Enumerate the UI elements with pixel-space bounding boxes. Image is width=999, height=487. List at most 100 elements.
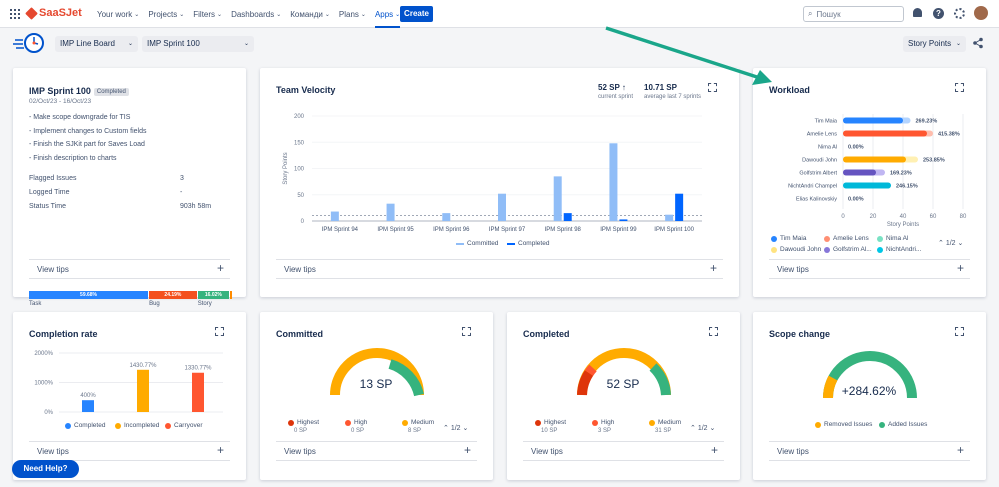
expand-icon[interactable] (955, 327, 964, 336)
saasjet-logo-mark-icon (25, 6, 38, 20)
legend-dot (288, 419, 294, 426)
nav-item-dashboards[interactable]: Dashboards ⌄ (231, 0, 281, 28)
chevron-up-icon[interactable]: ⌃ (690, 425, 696, 432)
expand-icon[interactable] (955, 83, 964, 92)
plus-icon[interactable]: + (216, 443, 224, 457)
legend-label: High (354, 419, 368, 426)
expand-icon[interactable] (708, 83, 717, 92)
plus-icon[interactable]: + (956, 443, 964, 457)
status-badge: Completed (93, 87, 129, 96)
create-button[interactable]: Create (400, 6, 433, 22)
sprint-goal: - Make scope downgrade for TIS (29, 114, 131, 121)
y-tick-label: 50 (297, 193, 304, 199)
plus-icon[interactable]: + (709, 261, 717, 275)
velocity-bar-committed (665, 214, 674, 221)
main-nav: Your work ⌄ Projects ⌄ Filters ⌄ Dashboards ⌄ Ко… (97, 0, 401, 28)
sprint-select[interactable]: IMP Sprint 100 ⌄ (142, 36, 254, 52)
chevron-down-icon: ⌄ (179, 11, 185, 18)
legend-swatch (456, 242, 464, 245)
metric-select-value: Story Points (908, 39, 952, 48)
app-switcher-icon[interactable] (10, 9, 20, 19)
legend-label: Medium (658, 419, 682, 426)
plus-icon[interactable]: + (710, 443, 718, 457)
card-title: Committed (276, 329, 323, 339)
sprint-goal: - Implement changes to Custom fields (29, 128, 147, 135)
legend-item: Completed (65, 422, 105, 429)
chevron-up-icon[interactable]: ⌃ (443, 425, 449, 432)
data-label: 253.85% (923, 158, 945, 164)
view-tips-bar[interactable]: View tips + (769, 259, 970, 279)
legend-committed: Committed (456, 240, 498, 247)
dashboard-toolbar: IMP Line Board ⌄ IMP Sprint 100 ⌄ Story Po… (0, 28, 999, 60)
plus-icon[interactable]: + (216, 261, 224, 275)
notifications-icon[interactable] (913, 8, 922, 17)
nav-item-your-work[interactable]: Your work ⌄ (97, 0, 139, 28)
legend-dot (815, 421, 821, 428)
data-label: 269.23% (916, 119, 938, 125)
view-tips-bar[interactable]: View tips + (29, 441, 230, 461)
legend-dot (649, 419, 655, 426)
nav-item-projects[interactable]: Projects ⌄ (148, 0, 184, 28)
legend-pager[interactable]: ⌃ 1/2 ⌄ (690, 424, 715, 432)
saasjet-logo[interactable]: SaaSJet (25, 6, 82, 20)
legend-item: High (345, 419, 367, 426)
y-tick-label: 200 (294, 114, 305, 120)
expand-icon[interactable] (709, 327, 718, 336)
nav-item-filters[interactable]: Filters ⌄ (193, 0, 222, 28)
chevron-down-icon[interactable]: ⌄ (709, 425, 716, 432)
legend-label: Completed (518, 240, 550, 247)
share-icon[interactable] (972, 37, 986, 51)
workload-bar (843, 117, 903, 124)
y-tick-label: 100 (294, 167, 305, 173)
chevron-down-icon[interactable]: ⌄ (462, 425, 469, 432)
nav-item-plans[interactable]: Plans ⌄ (339, 0, 366, 28)
expand-icon[interactable] (462, 327, 471, 336)
x-tick-label: 60 (930, 214, 937, 220)
legend-dot (877, 235, 883, 242)
plus-icon[interactable]: + (956, 261, 964, 275)
legend-item: Medium (649, 419, 681, 426)
logo-text: SaaSJet (39, 7, 82, 19)
avatar[interactable] (974, 6, 988, 20)
metric-select[interactable]: Story Points ⌄ (903, 36, 966, 52)
nav-item-label: Plans (338, 9, 359, 19)
nav-item-команди[interactable]: Команди ⌄ (290, 0, 330, 28)
legend-completed: Completed (507, 240, 549, 247)
view-tips-bar[interactable]: View tips + (276, 259, 723, 279)
y-tick-label: 0 (301, 219, 305, 225)
velocity-chart: 200 150 100 50 0 Story Points IPM Sprint 94 IPM… (283, 114, 702, 233)
expand-icon[interactable] (215, 327, 224, 336)
view-tips-bar[interactable]: View tips + (29, 259, 230, 279)
help-icon[interactable]: ? (933, 8, 944, 19)
legend-pager[interactable]: ⌃ 1/2 ⌄ (443, 424, 468, 432)
nav-item-label: Projects (148, 9, 178, 19)
legend-pager[interactable]: ⌃ 1/2 ⌄ (938, 239, 963, 247)
view-tips-bar[interactable]: View tips + (276, 441, 477, 461)
y-tick-label: 2000% (34, 351, 53, 357)
legend-label: Highest (297, 419, 320, 426)
legend-sub-value: 0 SP (294, 428, 308, 434)
breakdown-label: Story (197, 301, 212, 307)
nav-item-apps[interactable]: Apps ⌄ (374, 0, 401, 28)
gauge-arc-highest (577, 370, 594, 396)
view-tips-label: View tips (284, 265, 316, 274)
card-title: Workload (769, 85, 810, 95)
stat-row-status-time: Status Time 903h 58m (29, 203, 211, 210)
chevron-up-icon[interactable]: ⌃ (938, 240, 944, 247)
legend-sub-value: 8 SP (408, 428, 422, 434)
chevron-down-icon[interactable]: ⌄ (957, 240, 964, 247)
gauge-arc-removed (822, 375, 838, 399)
card-title: Completed (523, 329, 570, 339)
completion-bar (137, 369, 149, 412)
need-help-button[interactable]: Need Help? (12, 460, 79, 478)
completion-bar (192, 372, 204, 412)
legend-item: Nima Al (877, 235, 908, 242)
search-input[interactable]: ⌕ Пошук (803, 6, 904, 22)
settings-icon[interactable] (954, 8, 965, 19)
view-tips-bar[interactable]: View tips + (769, 441, 970, 461)
legend-dot (115, 422, 121, 429)
board-select[interactable]: IMP Line Board ⌄ (55, 36, 138, 52)
plus-icon[interactable]: + (463, 443, 471, 457)
view-tips-bar[interactable]: View tips + (523, 441, 724, 461)
chevron-down-icon: ⌄ (276, 11, 282, 18)
